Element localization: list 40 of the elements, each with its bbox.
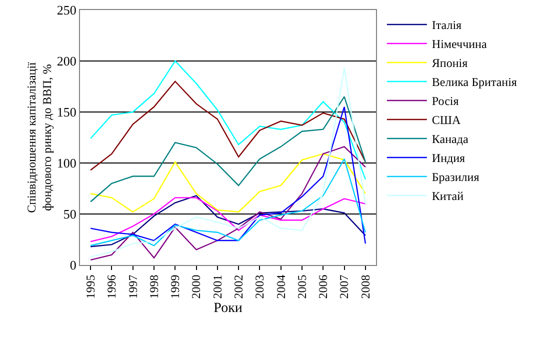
y-tick-label: 50 xyxy=(63,206,76,222)
line-series xyxy=(90,158,366,246)
line-series xyxy=(90,106,366,244)
x-tick-label: 2008 xyxy=(358,274,372,299)
y-tick-label: 150 xyxy=(56,104,76,120)
x-tick-label: 2005 xyxy=(294,274,309,299)
line-series xyxy=(90,146,366,260)
x-tick-label: 2003 xyxy=(252,274,267,299)
x-tick-label: 2001 xyxy=(210,274,224,299)
line-series xyxy=(90,96,366,202)
line-series xyxy=(90,80,366,171)
legend-label: Китай xyxy=(432,189,464,204)
y-tick-label: 200 xyxy=(56,54,76,69)
legend-label: Велика Британія xyxy=(432,75,518,90)
legend-label: Японія xyxy=(432,56,468,70)
line-series xyxy=(90,68,366,258)
x-tick-label: 1996 xyxy=(104,274,119,299)
x-tick-label: 2000 xyxy=(189,274,204,299)
y-axis-title: Співвідношення капіталізації фондового ринку до ВВП, % xyxy=(24,61,54,213)
x-tick-label: 2007 xyxy=(337,274,352,299)
y-tick-label: 0 xyxy=(70,258,76,273)
y-tick-label: 250 xyxy=(56,2,76,18)
x-tick-label: 1997 xyxy=(126,274,140,299)
x-tick-label: 2004 xyxy=(274,274,288,299)
x-tick-label: 1999 xyxy=(168,274,182,299)
x-tick-label: 1995 xyxy=(83,274,98,299)
x-tick-label: 2002 xyxy=(231,274,246,299)
line-series xyxy=(90,153,366,213)
x-tick-label: 1998 xyxy=(146,274,161,299)
line-series xyxy=(90,60,366,180)
legend-label: Італія xyxy=(432,18,462,32)
x-axis-title: Роки xyxy=(214,301,243,316)
y-tick-label: 100 xyxy=(56,156,76,171)
legend-label: США xyxy=(432,113,462,128)
legend-label: Бразилия xyxy=(432,170,480,184)
legend-label: Индия xyxy=(432,151,466,166)
x-tick-label: 2006 xyxy=(316,274,330,299)
legend-label: Росія xyxy=(432,94,460,108)
legend-label: Канада xyxy=(432,132,469,146)
legend-label: Німеччина xyxy=(432,37,488,52)
